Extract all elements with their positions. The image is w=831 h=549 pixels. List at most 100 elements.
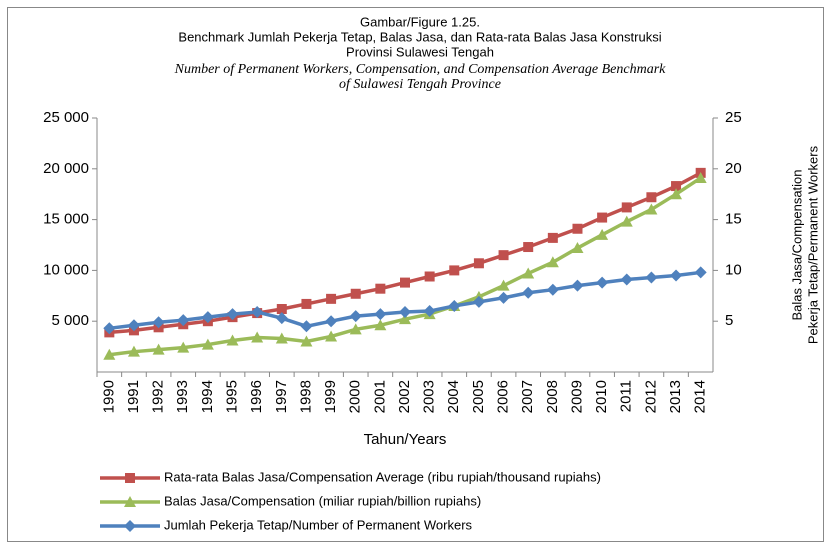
data-point bbox=[325, 315, 338, 328]
data-point bbox=[251, 306, 264, 319]
y2-axis-label: Pekerja Tetap/Permanent Workers bbox=[805, 145, 820, 344]
y-tick-label: 15 000 bbox=[43, 211, 89, 228]
chart-title: Gambar/Figure 1.25. bbox=[360, 14, 480, 29]
chart-subtitle: Number of Permanent Workers, Compensatio… bbox=[174, 62, 667, 77]
data-point bbox=[103, 348, 116, 360]
data-point bbox=[523, 242, 534, 253]
x-tick-label: 1995 bbox=[223, 380, 240, 413]
y-tick-label: 25 000 bbox=[43, 109, 89, 126]
data-point bbox=[400, 277, 410, 288]
x-tick-label: 1998 bbox=[297, 380, 314, 413]
data-point bbox=[300, 335, 313, 347]
data-point bbox=[424, 271, 435, 282]
y2-tick-label: 10 bbox=[725, 261, 742, 278]
data-point bbox=[177, 314, 190, 327]
x-tick-label: 1996 bbox=[248, 380, 265, 413]
data-point bbox=[596, 276, 609, 289]
x-tick-label: 1997 bbox=[273, 380, 290, 413]
data-point bbox=[571, 279, 584, 292]
x-tick-label: 2006 bbox=[495, 380, 512, 413]
data-point bbox=[498, 250, 509, 261]
data-point bbox=[300, 320, 313, 333]
x-tick-label: 2012 bbox=[642, 380, 659, 413]
data-point bbox=[670, 269, 683, 282]
data-point bbox=[597, 212, 608, 223]
data-point bbox=[671, 181, 682, 192]
data-point bbox=[472, 295, 485, 308]
data-point bbox=[127, 345, 140, 357]
data-point bbox=[645, 271, 658, 284]
data-point bbox=[473, 258, 484, 269]
x-axis-label: Tahun/Years bbox=[364, 431, 447, 448]
data-point bbox=[449, 265, 460, 276]
data-point bbox=[201, 311, 214, 324]
y2-tick-label: 20 bbox=[725, 160, 742, 177]
data-point bbox=[201, 338, 214, 350]
data-point bbox=[375, 283, 386, 294]
data-point bbox=[399, 313, 411, 325]
data-point bbox=[226, 334, 239, 346]
data-point bbox=[620, 215, 633, 227]
legend-label: Jumlah Pekerja Tetap/Number of Permanent… bbox=[164, 517, 473, 532]
y2-tick-label: 25 bbox=[725, 109, 742, 126]
data-point bbox=[226, 308, 239, 321]
data-point bbox=[572, 223, 583, 234]
data-point bbox=[349, 310, 362, 323]
data-point bbox=[522, 286, 535, 299]
x-tick-label: 2013 bbox=[667, 380, 684, 413]
x-tick-label: 2014 bbox=[692, 380, 709, 413]
legend-marker bbox=[124, 520, 136, 532]
chart-title: Benchmark Jumlah Pekerja Tetap, Balas Ja… bbox=[178, 29, 661, 44]
data-point bbox=[621, 202, 632, 213]
data-point bbox=[546, 283, 559, 296]
data-point bbox=[547, 232, 558, 243]
chart-subtitle: of Sulawesi Tengah Province bbox=[339, 77, 501, 92]
legend-marker bbox=[124, 496, 136, 507]
x-tick-label: 1999 bbox=[322, 380, 339, 413]
x-tick-label: 2009 bbox=[568, 380, 585, 413]
data-point bbox=[349, 323, 362, 335]
data-point bbox=[152, 343, 165, 355]
y-tick-label: 5 000 bbox=[51, 312, 89, 329]
data-point bbox=[670, 188, 683, 200]
x-tick-label: 1991 bbox=[125, 380, 142, 413]
legend-marker bbox=[125, 473, 135, 483]
data-point bbox=[301, 298, 312, 309]
x-tick-label: 1994 bbox=[199, 380, 216, 413]
x-tick-label: 2001 bbox=[371, 380, 388, 413]
data-point bbox=[275, 332, 288, 344]
chart-title: Provinsi Sulawesi Tengah bbox=[346, 44, 494, 59]
x-tick-label: 1992 bbox=[150, 380, 167, 413]
data-point bbox=[497, 279, 510, 291]
data-point bbox=[522, 267, 535, 279]
x-tick-label: 2010 bbox=[593, 380, 610, 413]
data-point bbox=[620, 273, 633, 286]
y2-tick-label: 5 bbox=[725, 312, 733, 329]
data-point bbox=[448, 299, 461, 312]
data-point bbox=[127, 319, 140, 332]
data-point bbox=[350, 288, 361, 299]
legend-label: Rata-rata Balas Jasa/Compensation Averag… bbox=[164, 469, 601, 484]
x-tick-label: 2005 bbox=[470, 380, 487, 413]
data-point bbox=[694, 171, 707, 183]
x-tick-label: 2002 bbox=[396, 380, 413, 413]
data-point bbox=[596, 228, 609, 240]
data-point bbox=[646, 192, 657, 203]
data-point bbox=[326, 293, 337, 304]
x-tick-label: 2008 bbox=[544, 380, 561, 413]
x-tick-label: 2000 bbox=[347, 380, 364, 413]
data-point bbox=[571, 242, 584, 254]
x-tick-label: 2007 bbox=[519, 380, 536, 413]
data-point bbox=[152, 316, 165, 329]
x-tick-label: 2011 bbox=[618, 380, 635, 412]
y2-axis-label: Balas Jasa/Compensation bbox=[789, 169, 804, 320]
data-point bbox=[546, 256, 559, 268]
data-point bbox=[374, 319, 387, 331]
data-point bbox=[694, 266, 707, 279]
data-point bbox=[399, 306, 411, 319]
legend-label: Balas Jasa/Compensation (miliar rupiah/b… bbox=[164, 493, 481, 508]
y-tick-label: 20 000 bbox=[43, 160, 89, 177]
data-point bbox=[103, 322, 116, 335]
data-point bbox=[177, 341, 190, 353]
